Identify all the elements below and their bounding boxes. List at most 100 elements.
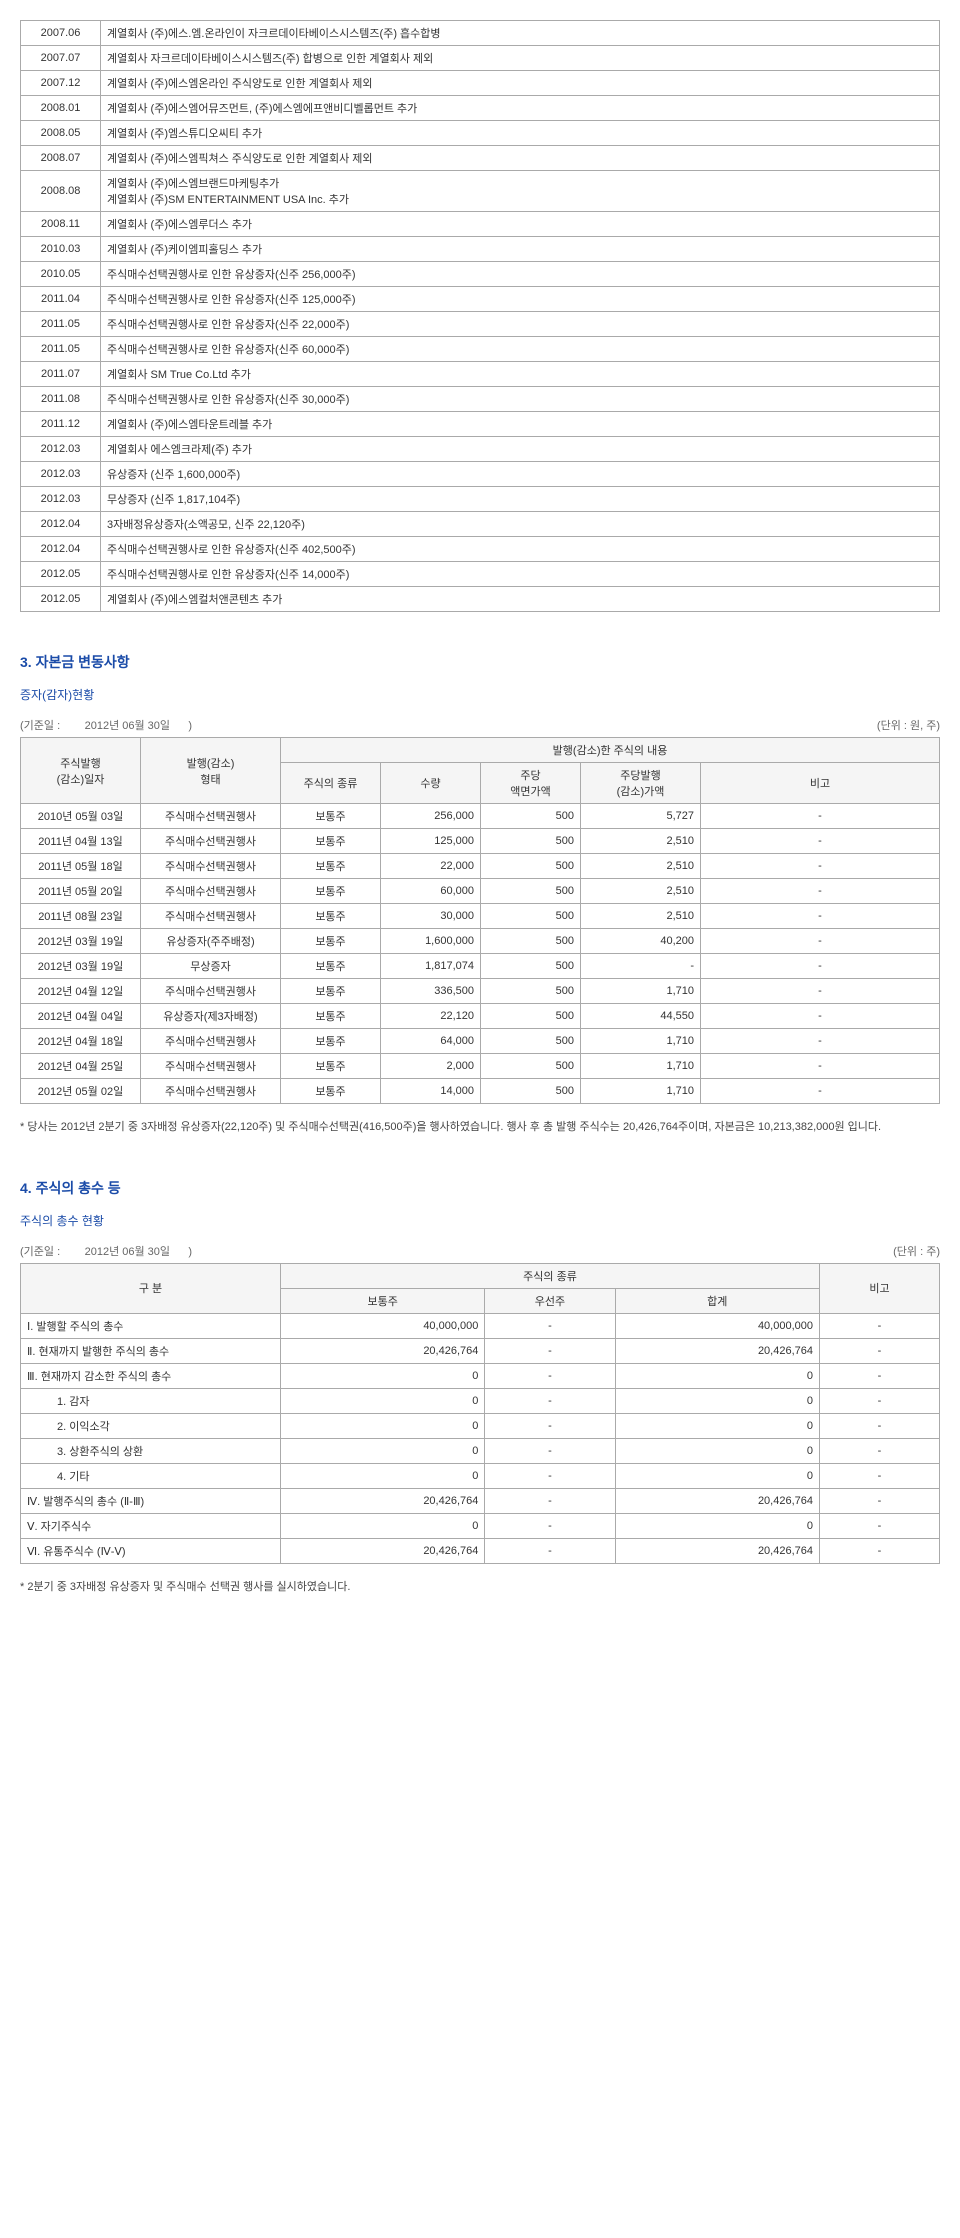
history-desc: 주식매수선택권행사로 인한 유상증자(신주 402,500주) xyxy=(101,537,940,562)
history-desc: 계열회사 (주)케이엠피홀딩스 추가 xyxy=(101,237,940,262)
cell: 500 xyxy=(481,929,581,954)
history-desc: 계열회사 SM True Co.Ltd 추가 xyxy=(101,362,940,387)
cell: 0 xyxy=(281,1513,485,1538)
shares-row: 1. 감자0-0- xyxy=(21,1388,940,1413)
cell: 20,426,764 xyxy=(615,1338,819,1363)
cell: 2012년 04월 04일 xyxy=(21,1004,141,1029)
cell: 보통주 xyxy=(281,904,381,929)
unit-label: (단위 : 주) xyxy=(893,1243,940,1259)
history-date: 2012.04 xyxy=(21,537,101,562)
capital-row: 2012년 04월 12일주식매수선택권행사보통주336,5005001,710… xyxy=(21,979,940,1004)
cell: - xyxy=(820,1363,940,1388)
capital-row: 2011년 08월 23일주식매수선택권행사보통주30,0005002,510- xyxy=(21,904,940,929)
history-desc: 3자배정유상증자(소액공모, 신주 22,120주) xyxy=(101,512,940,537)
col-kind: 주식의 종류 xyxy=(281,763,381,804)
cell: 보통주 xyxy=(281,954,381,979)
col-date: 주식발행(감소)일자 xyxy=(21,738,141,804)
history-desc: 유상증자 (신주 1,600,000주) xyxy=(101,462,940,487)
cell: 500 xyxy=(481,1004,581,1029)
history-row: 2008.05계열회사 (주)엠스튜디오씨티 추가 xyxy=(21,121,940,146)
shares-row: Ⅰ. 발행할 주식의 총수40,000,000-40,000,000- xyxy=(21,1313,940,1338)
history-date: 2012.03 xyxy=(21,487,101,512)
cell: - xyxy=(485,1363,615,1388)
history-row: 2011.04주식매수선택권행사로 인한 유상증자(신주 125,000주) xyxy=(21,287,940,312)
capital-row: 2012년 04월 25일주식매수선택권행사보통주2,0005001,710- xyxy=(21,1054,940,1079)
cell: 0 xyxy=(281,1463,485,1488)
unit-label: (단위 : 원, 주) xyxy=(877,717,940,733)
history-desc: 주식매수선택권행사로 인한 유상증자(신주 256,000주) xyxy=(101,262,940,287)
col-total: 합계 xyxy=(615,1288,819,1313)
cell: - xyxy=(485,1463,615,1488)
cell: 0 xyxy=(615,1413,819,1438)
history-row: 2012.043자배정유상증자(소액공모, 신주 22,120주) xyxy=(21,512,940,537)
cell: 60,000 xyxy=(381,879,481,904)
cell: 14,000 xyxy=(381,1079,481,1104)
cell: - xyxy=(485,1313,615,1338)
cell: 1,710 xyxy=(581,1079,701,1104)
cell: - xyxy=(701,979,940,1004)
shares-row: Ⅴ. 자기주식수0-0- xyxy=(21,1513,940,1538)
cell: 40,000,000 xyxy=(615,1313,819,1338)
cell: 20,426,764 xyxy=(281,1338,485,1363)
history-desc: 계열회사 (주)에스.엠.온라인이 자크르데이타베이스시스템즈(주) 흡수합병 xyxy=(101,21,940,46)
capital-row: 2011년 05월 18일주식매수선택권행사보통주22,0005002,510- xyxy=(21,854,940,879)
cell: - xyxy=(701,954,940,979)
history-desc: 계열회사 자크르데이타베이스시스템즈(주) 합병으로 인한 계열회사 제외 xyxy=(101,46,940,71)
history-row: 2010.03계열회사 (주)케이엠피홀딩스 추가 xyxy=(21,237,940,262)
history-desc: 계열회사 (주)에스엠픽쳐스 주식양도로 인한 계열회사 제외 xyxy=(101,146,940,171)
col-type: 발행(감소)형태 xyxy=(141,738,281,804)
cell: 500 xyxy=(481,879,581,904)
capital-row: 2011년 04월 13일주식매수선택권행사보통주125,0005002,510… xyxy=(21,829,940,854)
cell: 보통주 xyxy=(281,879,381,904)
shares-row: 4. 기타0-0- xyxy=(21,1463,940,1488)
section3-note: * 당사는 2012년 2분기 중 3자배정 유상증자(22,120주) 및 주… xyxy=(20,1118,940,1138)
section4-subtitle: 주식의 총수 현황 xyxy=(20,1212,940,1229)
history-row: 2010.05주식매수선택권행사로 인한 유상증자(신주 256,000주) xyxy=(21,262,940,287)
history-date: 2012.04 xyxy=(21,512,101,537)
cell: 20,426,764 xyxy=(615,1488,819,1513)
cell: 2011년 05월 20일 xyxy=(21,879,141,904)
cell: 주식매수선택권행사 xyxy=(141,1079,281,1104)
cell: 256,000 xyxy=(381,804,481,829)
col-division: 구 분 xyxy=(21,1263,281,1313)
cell: - xyxy=(701,1054,940,1079)
cell: - xyxy=(701,1079,940,1104)
capital-change-table: 주식발행(감소)일자 발행(감소)형태 발행(감소)한 주식의 내용 주식의 종… xyxy=(20,737,940,1104)
cell: - xyxy=(701,1004,940,1029)
history-date: 2012.03 xyxy=(21,462,101,487)
history-date: 2011.05 xyxy=(21,337,101,362)
cell: 유상증자(주주배정) xyxy=(141,929,281,954)
history-date: 2007.06 xyxy=(21,21,101,46)
basis-close: ) xyxy=(188,1246,192,1258)
cell: 336,500 xyxy=(381,979,481,1004)
cell: 2,510 xyxy=(581,854,701,879)
cell: 44,550 xyxy=(581,1004,701,1029)
cell: 0 xyxy=(281,1413,485,1438)
col-preferred: 우선주 xyxy=(485,1288,615,1313)
basis-date: 2012년 06월 30일 xyxy=(85,720,170,732)
cell: 22,000 xyxy=(381,854,481,879)
cell: - xyxy=(701,904,940,929)
history-date: 2008.01 xyxy=(21,96,101,121)
cell: 보통주 xyxy=(281,1004,381,1029)
section4-note: * 2분기 중 3자배정 유상증자 및 주식매수 선택권 행사를 실시하였습니다… xyxy=(20,1578,940,1598)
cell: - xyxy=(485,1513,615,1538)
cell: 보통주 xyxy=(281,1029,381,1054)
history-row: 2012.05계열회사 (주)에스엠컬처앤콘텐츠 추가 xyxy=(21,587,940,612)
cell: - xyxy=(485,1538,615,1563)
cell: - xyxy=(485,1488,615,1513)
cell: 2012년 03월 19일 xyxy=(21,954,141,979)
cell: 500 xyxy=(481,854,581,879)
row-label: 1. 감자 xyxy=(21,1388,281,1413)
history-row: 2012.03유상증자 (신주 1,600,000주) xyxy=(21,462,940,487)
cell: 보통주 xyxy=(281,804,381,829)
history-date: 2008.07 xyxy=(21,146,101,171)
history-desc: 계열회사 (주)에스엠컬처앤콘텐츠 추가 xyxy=(101,587,940,612)
cell: 500 xyxy=(481,1054,581,1079)
col-common: 보통주 xyxy=(281,1288,485,1313)
cell: - xyxy=(820,1438,940,1463)
cell: 2,510 xyxy=(581,829,701,854)
capital-row: 2012년 04월 04일유상증자(제3자배정)보통주22,12050044,5… xyxy=(21,1004,940,1029)
history-row: 2008.08계열회사 (주)에스엠브랜드마케팅추가계열회사 (주)SM ENT… xyxy=(21,171,940,212)
cell: 1,600,000 xyxy=(381,929,481,954)
